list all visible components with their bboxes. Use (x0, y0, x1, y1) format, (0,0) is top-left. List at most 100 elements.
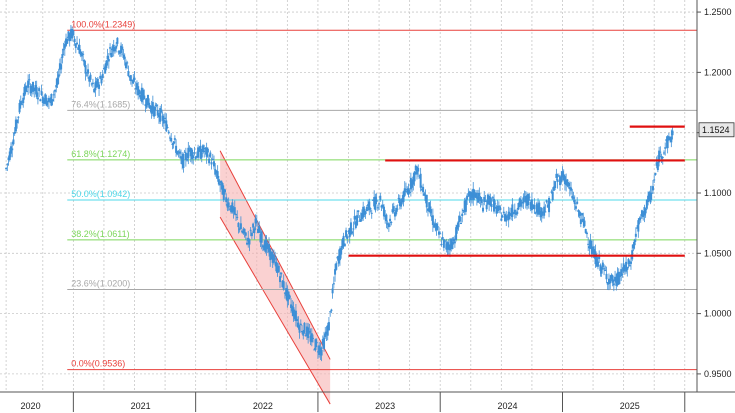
candle-body (293, 315, 296, 319)
candle-body (276, 266, 279, 273)
candle-body (614, 276, 617, 282)
candle-body (272, 255, 275, 263)
candle-body (271, 254, 274, 263)
candle-body (258, 225, 261, 233)
candle-body (44, 94, 47, 104)
candle-body (348, 228, 351, 238)
candle-body (247, 237, 250, 242)
candle-body (507, 211, 510, 221)
candle-body (129, 75, 132, 82)
candle-body (650, 192, 653, 194)
candle-body (67, 31, 70, 38)
candle-body (228, 208, 231, 210)
candle-body (279, 276, 282, 283)
candle-body (656, 161, 659, 171)
candle-body (30, 88, 33, 92)
candle-body (537, 205, 540, 215)
candle-body (162, 119, 165, 124)
candle-body (400, 201, 403, 207)
candle-body (288, 295, 291, 298)
candle-body (659, 151, 662, 153)
candle-body (186, 158, 189, 161)
current-price-tag: 1.1524 (698, 122, 735, 138)
candle-body (594, 251, 597, 265)
candle-body (36, 97, 39, 100)
candle-body (649, 192, 652, 203)
candle-body (589, 239, 592, 249)
candle-body (359, 219, 362, 222)
candle-body (556, 179, 559, 182)
candle-body (223, 189, 226, 193)
candle-body (71, 28, 74, 39)
fib-level-label: 50.0%(1.0942) (71, 189, 130, 199)
candle-body (562, 174, 565, 181)
candle-body (83, 59, 86, 66)
candle-body (98, 84, 101, 89)
candle-body (338, 248, 341, 261)
candle-body (121, 46, 124, 50)
candle-body (241, 230, 244, 233)
current-price-label: 1.1524 (702, 125, 730, 135)
candle-body (484, 200, 487, 202)
candle-body (68, 34, 71, 42)
candle-body (216, 171, 219, 179)
candle-body (242, 230, 245, 234)
candle-body (8, 151, 11, 160)
candle-body (138, 89, 141, 95)
candle-body (500, 218, 503, 221)
candle-body (431, 215, 434, 225)
candle-body (183, 151, 186, 153)
candle-body (368, 201, 371, 211)
candle-body (518, 198, 521, 205)
y-tick-label: 1.2000 (704, 67, 732, 77)
candle-body (369, 208, 372, 210)
candle-body (177, 151, 180, 153)
y-tick-label: 1.1000 (704, 188, 732, 198)
candle-body (332, 283, 335, 285)
candle-body (154, 106, 157, 111)
candle-body (374, 196, 377, 211)
candle-body (206, 148, 209, 153)
candle-body (609, 278, 612, 284)
candle-body (46, 100, 49, 102)
x-tick-label: 2022 (253, 401, 273, 411)
candle-body (164, 117, 167, 120)
candle-body (41, 96, 44, 103)
candle-body (671, 130, 674, 136)
candle-body (252, 223, 255, 228)
candle-body (633, 239, 636, 246)
candle-body (601, 262, 604, 268)
candle-body (433, 224, 436, 228)
candle-body (264, 239, 267, 252)
candle-body (406, 190, 409, 193)
candle-body (452, 238, 455, 242)
candle-body (57, 74, 60, 78)
candle-body (441, 237, 444, 239)
candle-body (299, 323, 302, 326)
candle-body (144, 104, 147, 106)
candle-body (379, 195, 382, 201)
candle-body (582, 218, 585, 222)
candle-body (140, 87, 143, 102)
candle-body (94, 82, 97, 91)
candle-body (389, 218, 392, 222)
candle-body (318, 345, 321, 355)
candle-body (517, 202, 520, 210)
candle-body (412, 176, 415, 185)
candle-body (639, 217, 642, 219)
candle-body (610, 274, 613, 279)
candle-body (72, 30, 75, 36)
candle-body (521, 202, 524, 204)
candle-body (583, 220, 586, 227)
candle-body (190, 149, 193, 160)
candle-body (634, 233, 637, 237)
candle-body (40, 90, 43, 95)
candle-body (32, 81, 35, 92)
candle-body (473, 189, 476, 198)
candle-body (404, 188, 407, 191)
candle-body (370, 212, 373, 214)
candle-body (227, 202, 230, 207)
candle-body (325, 331, 328, 335)
candle-body (192, 155, 195, 159)
candle-body (291, 305, 294, 312)
